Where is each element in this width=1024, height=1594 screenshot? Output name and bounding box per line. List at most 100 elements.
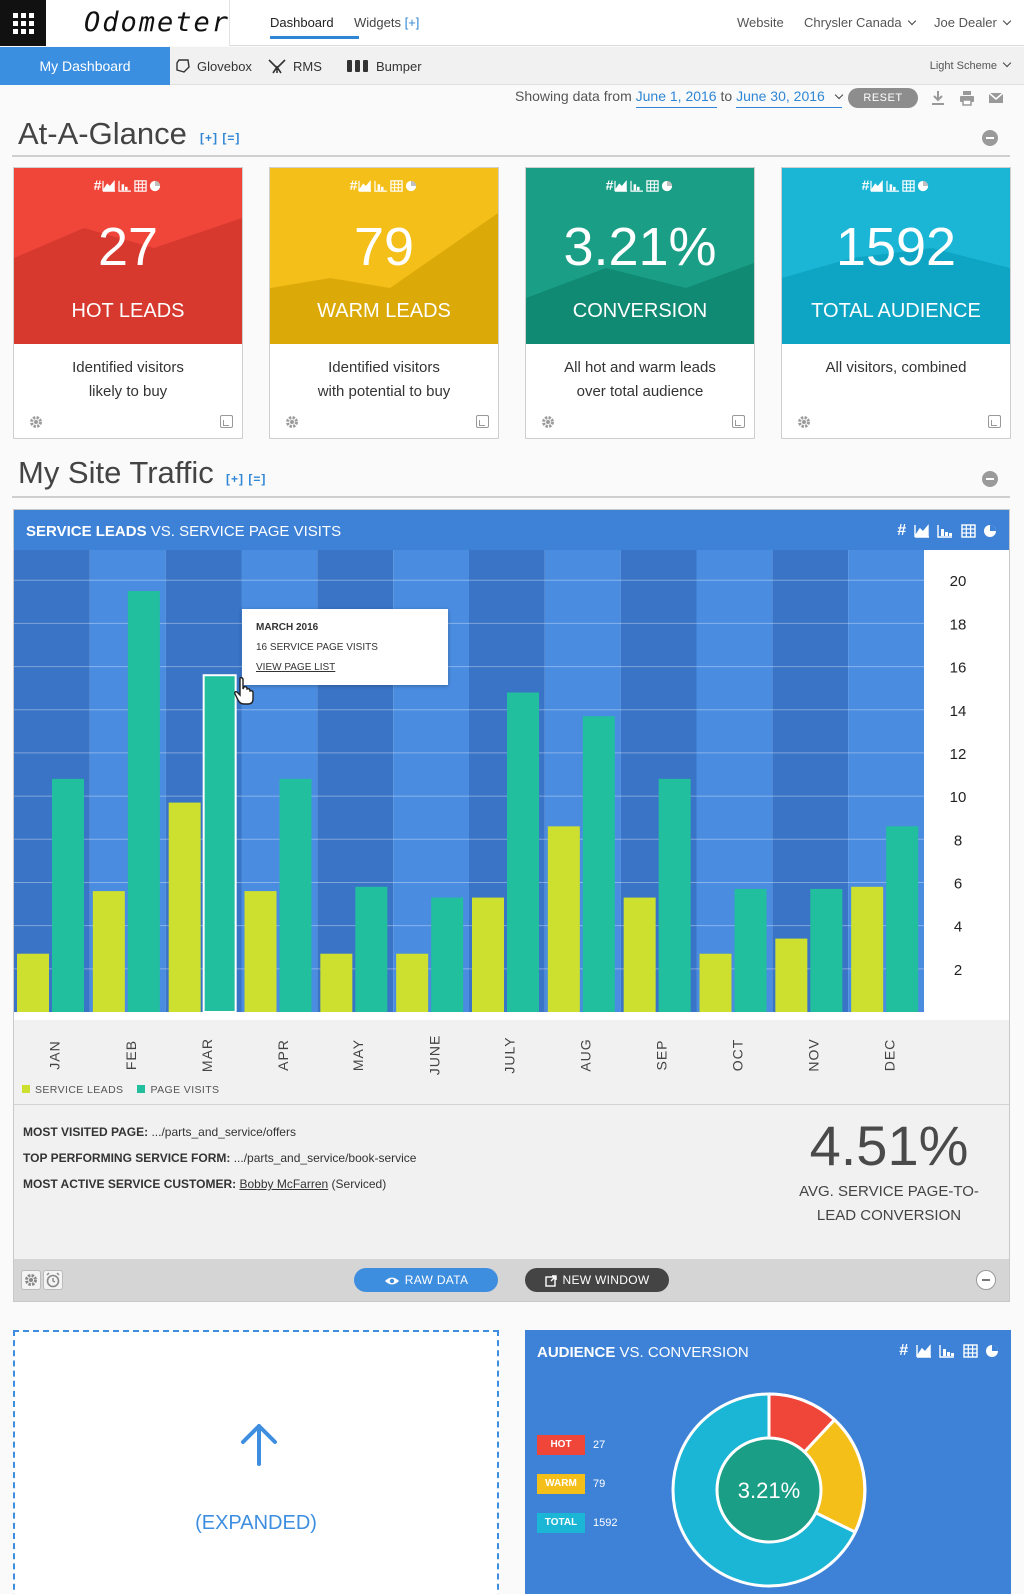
service-leads-bar[interactable] bbox=[547, 826, 580, 1012]
service-leads-bar[interactable] bbox=[851, 886, 884, 1012]
page-visits-bar[interactable] bbox=[886, 826, 919, 1012]
page-visits-bar[interactable] bbox=[658, 778, 691, 1012]
service-leads-bar[interactable] bbox=[320, 953, 353, 1012]
table-icon[interactable] bbox=[646, 180, 660, 193]
expanded-placeholder[interactable]: (EXPANDED) bbox=[13, 1330, 499, 1594]
app-grid-icon[interactable] bbox=[0, 0, 46, 46]
rms-icon bbox=[268, 59, 286, 74]
bar-chart-icon[interactable] bbox=[886, 180, 900, 193]
glance-section-links[interactable]: [+] [=] bbox=[200, 131, 241, 145]
table-icon[interactable] bbox=[902, 180, 916, 193]
number-view-icon[interactable]: # bbox=[899, 1342, 909, 1359]
odometer-logo[interactable]: Odometer bbox=[84, 7, 231, 38]
number-view-icon[interactable]: # bbox=[349, 177, 358, 193]
page-visits-bar[interactable] bbox=[355, 886, 388, 1012]
pie-chart-icon[interactable] bbox=[985, 1344, 999, 1358]
page-visits-bar[interactable] bbox=[431, 897, 464, 1012]
pie-chart-icon[interactable] bbox=[405, 180, 417, 192]
x-tick-label: JAN bbox=[20, 1030, 90, 1080]
customer-link[interactable]: Bobby McFarren bbox=[239, 1177, 329, 1191]
number-view-icon[interactable]: # bbox=[897, 522, 907, 539]
raw-data-button[interactable]: RAW DATA bbox=[354, 1268, 498, 1292]
area-chart-icon[interactable] bbox=[614, 180, 628, 193]
pie-chart-icon[interactable] bbox=[149, 180, 161, 192]
gear-icon[interactable] bbox=[540, 414, 556, 430]
area-chart-icon[interactable] bbox=[870, 180, 884, 193]
nav-website[interactable]: Website bbox=[737, 15, 784, 30]
print-icon[interactable] bbox=[959, 90, 975, 106]
traffic-section-links[interactable]: [+] [=] bbox=[226, 472, 267, 486]
download-icon[interactable] bbox=[930, 90, 946, 106]
legend-label: PAGE VISITS bbox=[150, 1084, 220, 1096]
service-leads-bar[interactable] bbox=[168, 802, 201, 1012]
expand-icon[interactable] bbox=[476, 415, 489, 428]
kpi-card-header: #79 WARM LEADS bbox=[270, 168, 498, 344]
area-chart-icon[interactable] bbox=[915, 1343, 932, 1358]
alarm-button[interactable] bbox=[43, 1270, 63, 1290]
pie-chart-icon[interactable] bbox=[983, 524, 997, 538]
table-icon[interactable] bbox=[962, 1344, 978, 1358]
tab-bumper[interactable]: Bumper bbox=[347, 47, 422, 85]
gear-icon[interactable] bbox=[284, 414, 300, 430]
scheme-dropdown[interactable]: Light Scheme bbox=[930, 58, 1012, 72]
number-view-icon[interactable]: # bbox=[861, 177, 870, 193]
glovebox-icon bbox=[176, 59, 190, 73]
number-view-icon[interactable]: # bbox=[93, 177, 102, 193]
gear-icon[interactable] bbox=[28, 414, 44, 430]
table-icon[interactable] bbox=[960, 524, 976, 538]
page-visits-bar[interactable] bbox=[52, 778, 84, 1012]
stat-line: MOST ACTIVE SERVICE CUSTOMER: Bobby McFa… bbox=[23, 1171, 416, 1197]
tab-my-dashboard[interactable]: My Dashboard bbox=[0, 47, 170, 85]
area-chart-icon[interactable] bbox=[913, 523, 930, 538]
user-dropdown[interactable]: Joe Dealer bbox=[934, 15, 1012, 30]
service-leads-bar[interactable] bbox=[244, 891, 277, 1012]
service-leads-bar[interactable] bbox=[396, 953, 429, 1012]
bar-chart-icon[interactable] bbox=[118, 180, 132, 193]
area-chart-icon[interactable] bbox=[102, 180, 116, 193]
expand-icon[interactable] bbox=[988, 415, 1001, 428]
expand-icon[interactable] bbox=[732, 415, 745, 428]
minimize-widget-icon[interactable] bbox=[976, 1270, 996, 1290]
nav-widgets[interactable]: Widgets [+] bbox=[354, 15, 419, 30]
service-leads-bar[interactable] bbox=[472, 897, 504, 1012]
table-icon[interactable] bbox=[390, 180, 404, 193]
page-visits-bar[interactable] bbox=[734, 888, 767, 1012]
pie-chart-icon[interactable] bbox=[917, 180, 929, 192]
date-end-picker[interactable]: June 30, 2016 bbox=[736, 88, 843, 108]
pie-chart-icon[interactable] bbox=[661, 180, 673, 192]
email-icon[interactable] bbox=[988, 90, 1004, 106]
service-leads-bar[interactable] bbox=[775, 938, 808, 1012]
area-chart-icon[interactable] bbox=[358, 180, 372, 193]
tab-glovebox[interactable]: Glovebox bbox=[176, 47, 252, 85]
collapse-glance-icon[interactable] bbox=[982, 130, 998, 146]
expand-icon[interactable] bbox=[220, 415, 233, 428]
service-leads-bar[interactable] bbox=[17, 953, 49, 1012]
page-visits-bar[interactable] bbox=[279, 778, 312, 1012]
page-visits-bar[interactable] bbox=[127, 591, 160, 1012]
page-visits-bar[interactable] bbox=[202, 674, 237, 1013]
table-icon[interactable] bbox=[134, 180, 148, 193]
tab-rms[interactable]: RMS bbox=[268, 47, 322, 85]
gear-icon[interactable] bbox=[796, 414, 812, 430]
kpi-desc-line: Identified visitors bbox=[72, 359, 184, 376]
bar-chart-icon[interactable] bbox=[937, 524, 953, 538]
nav-dashboard[interactable]: Dashboard bbox=[270, 15, 334, 30]
service-leads-bar[interactable] bbox=[699, 953, 732, 1012]
bar-chart-icon[interactable] bbox=[939, 1344, 955, 1358]
widgets-add-link[interactable]: [+] bbox=[404, 15, 420, 30]
account-dropdown[interactable]: Chrysler Canada bbox=[804, 15, 916, 30]
page-visits-bar[interactable] bbox=[582, 716, 615, 1012]
bar-chart-icon[interactable] bbox=[374, 180, 388, 193]
reset-button[interactable]: RESET bbox=[848, 88, 918, 108]
new-window-button[interactable]: NEW WINDOW bbox=[525, 1268, 669, 1292]
page-visits-bar[interactable] bbox=[507, 692, 539, 1012]
page-visits-bar[interactable] bbox=[810, 888, 843, 1012]
bar-chart-icon[interactable] bbox=[630, 180, 644, 193]
view-page-list-link[interactable]: VIEW PAGE LIST bbox=[256, 662, 336, 673]
date-start-picker[interactable]: June 1, 2016 bbox=[635, 88, 717, 108]
service-leads-bar[interactable] bbox=[92, 891, 125, 1012]
service-leads-bar[interactable] bbox=[623, 897, 656, 1012]
collapse-traffic-icon[interactable] bbox=[982, 471, 998, 487]
number-view-icon[interactable]: # bbox=[605, 177, 614, 193]
settings-button[interactable] bbox=[21, 1270, 41, 1290]
